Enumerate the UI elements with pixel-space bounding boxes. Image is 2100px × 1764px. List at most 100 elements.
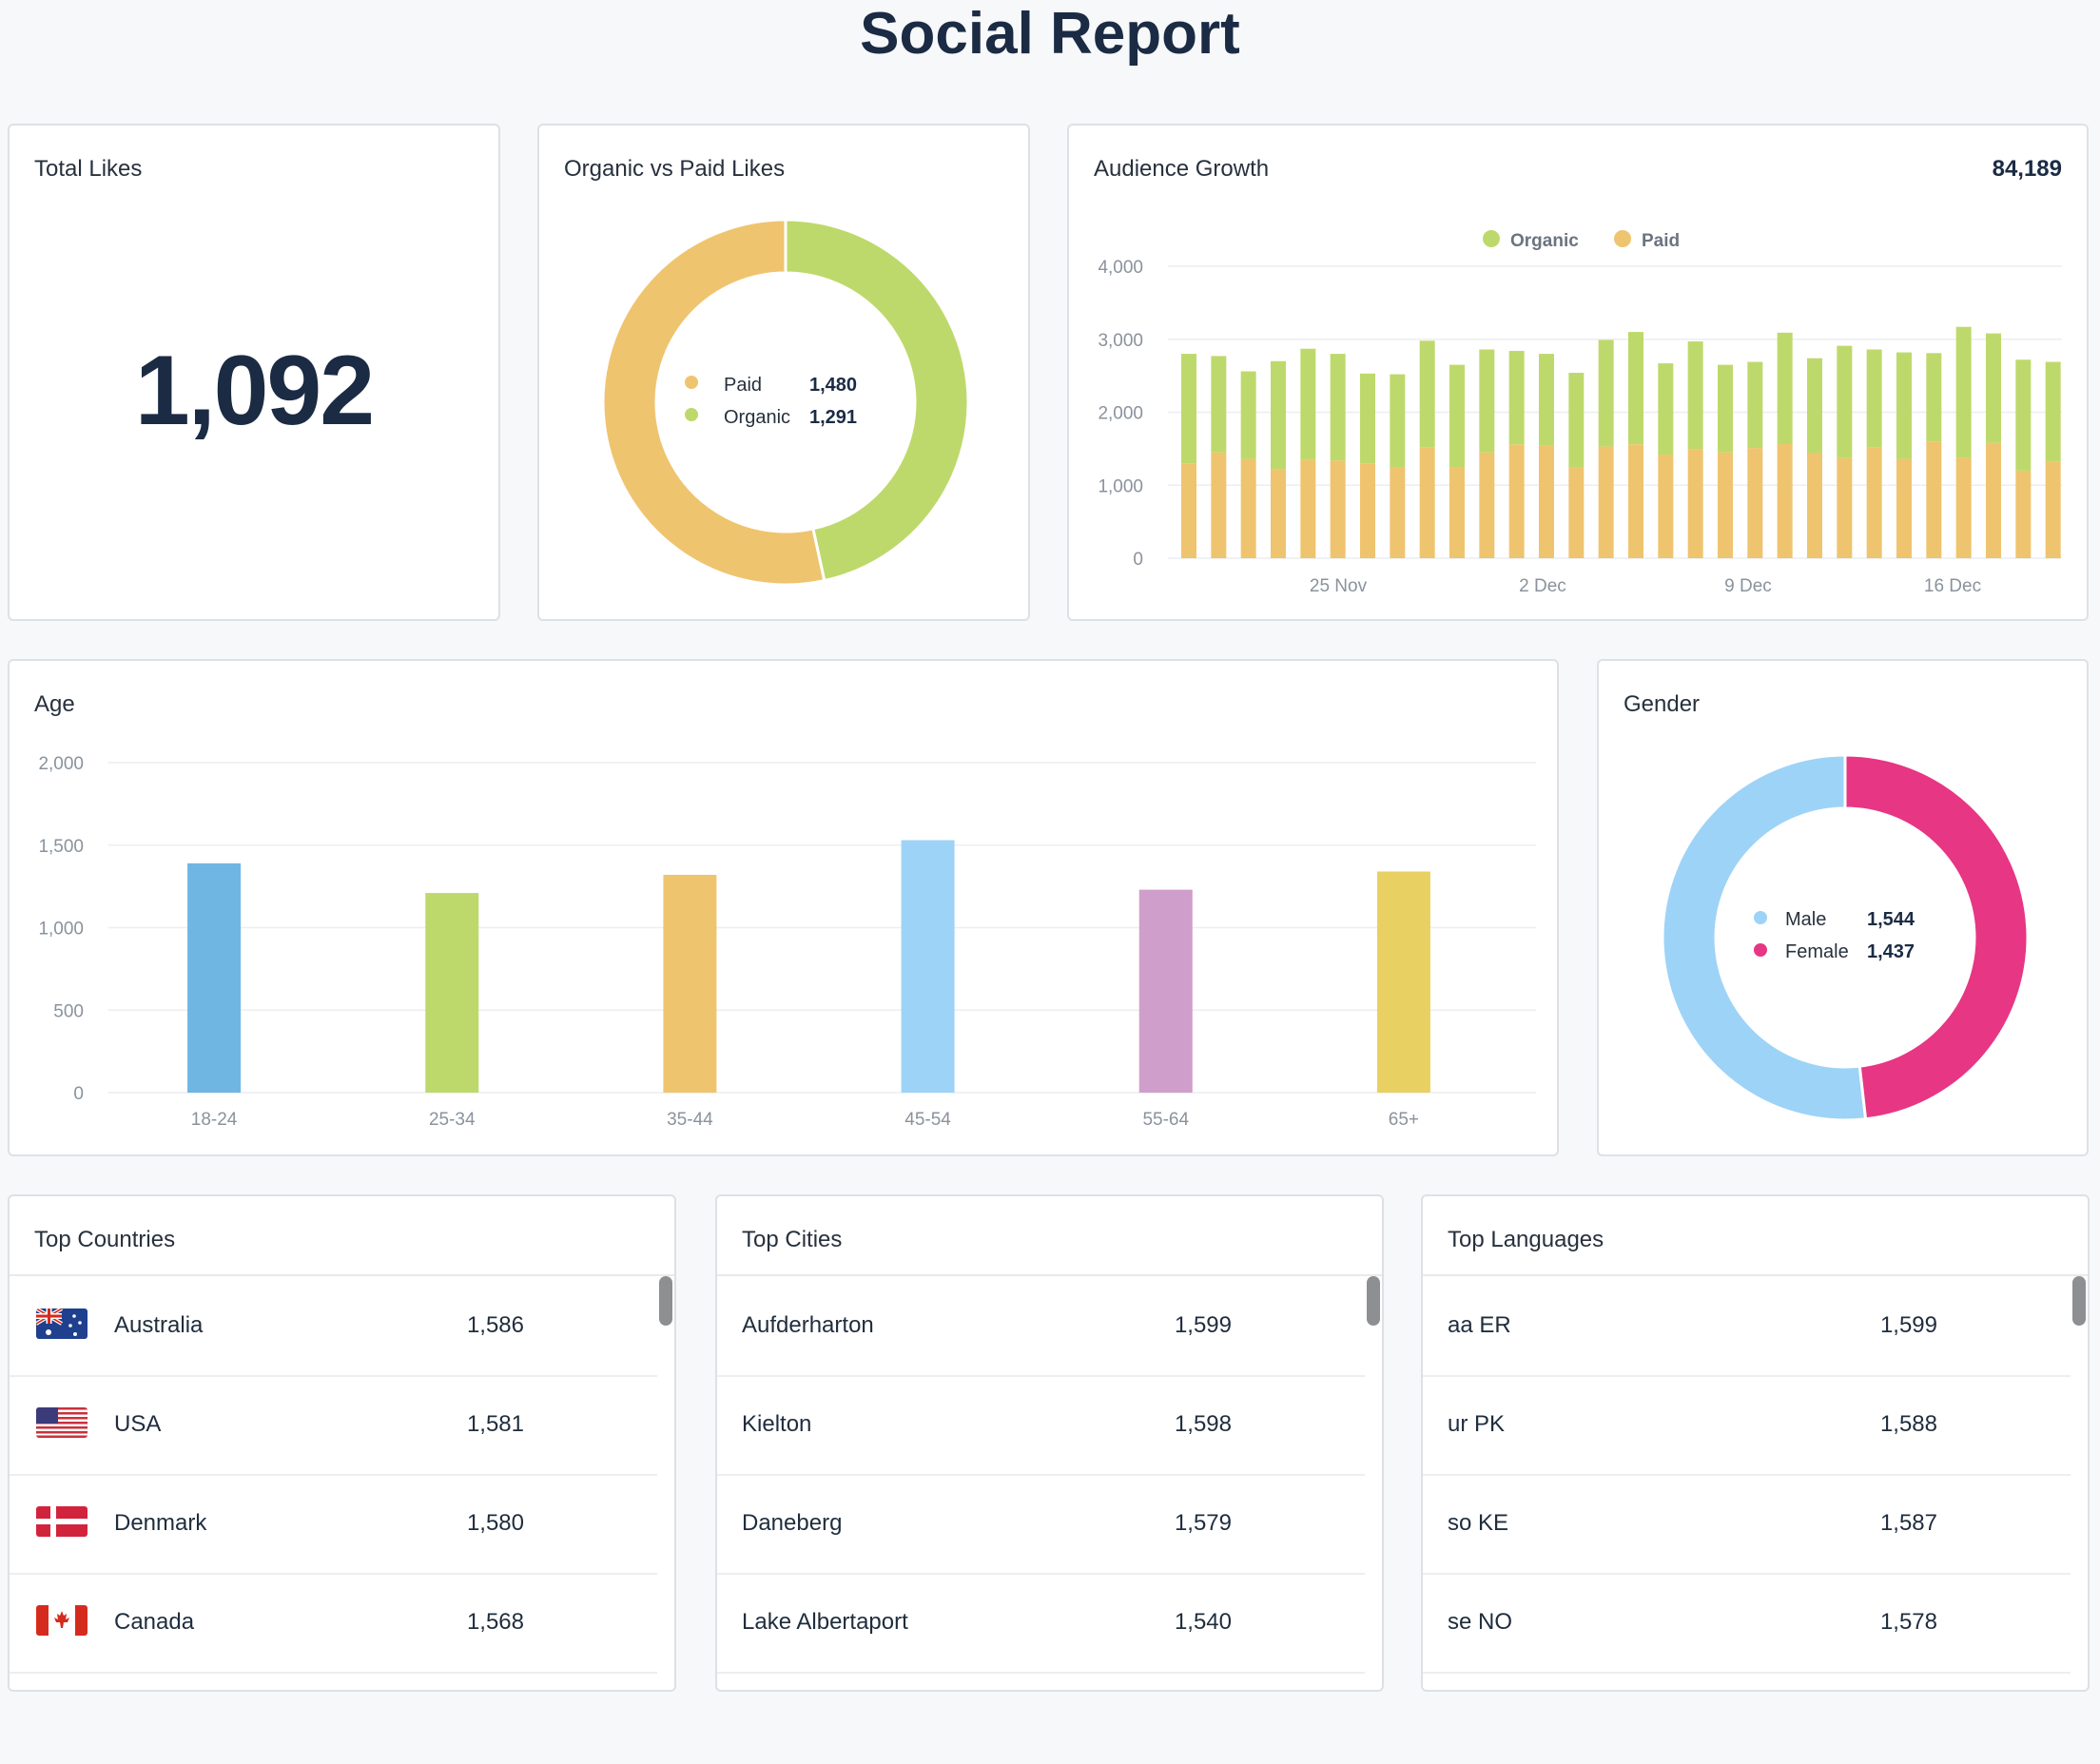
legend-label-paid[interactable]: Paid [1642,231,1680,251]
age-card: Age 2,000 1,500 1,000 500 0 18-24 25-34 35-44 4… [8,659,1559,1156]
top-cities-header: Top Cities [717,1196,1382,1276]
bar-organic[interactable] [2015,359,2032,471]
table-row[interactable]: Denmark 1,580 [10,1474,657,1575]
bar-paid[interactable] [1718,452,1733,558]
x-tick-label: 65+ [1389,1110,1419,1130]
bar-organic[interactable] [1360,373,1375,464]
table-row[interactable]: Aufderharton 1,599 [717,1276,1365,1377]
table-row[interactable]: se NO 1,578 [1423,1573,2071,1674]
bar-paid[interactable] [1986,442,2001,558]
bar-age-25-34[interactable] [425,893,479,1093]
bar-age-65+[interactable] [1376,871,1430,1093]
bar-paid[interactable] [1837,457,1853,558]
bar-organic[interactable] [1271,360,1286,470]
bar-paid[interactable] [1896,458,1912,558]
bar-organic[interactable] [2045,361,2061,462]
age-chart: 2,000 1,500 1,000 500 0 18-24 25-34 35-44 45-54… [38,754,1536,1130]
bar-paid[interactable] [1449,467,1465,558]
gender-slice-male[interactable] [1661,753,1868,1122]
bar-organic[interactable] [1955,326,1972,458]
bar-organic[interactable] [1211,356,1227,453]
bar-organic[interactable] [1539,354,1554,446]
bar-paid[interactable] [2015,470,2032,558]
bar-paid[interactable] [1271,469,1286,558]
bar-paid[interactable] [1747,448,1763,558]
bar-paid[interactable] [1330,460,1346,558]
bar-organic[interactable] [1240,371,1256,459]
bar-paid[interactable] [1181,463,1196,558]
table-row[interactable]: aa ER 1,599 [1423,1276,2071,1377]
table-row[interactable]: Kielton 1,598 [717,1375,1365,1476]
bar-paid[interactable] [1568,467,1585,558]
bar-organic[interactable] [1479,349,1495,453]
bar-organic[interactable] [1896,352,1912,459]
table-row[interactable]: Canada 1,568 [10,1573,657,1674]
language-value: 1,578 [1879,1609,1937,1635]
top-cities-scrollbar[interactable] [1367,1276,1380,1326]
bar-organic[interactable] [1687,341,1703,450]
bar-paid[interactable] [1240,458,1256,558]
bar-organic[interactable] [1628,332,1643,445]
country-value: 1,568 [466,1609,524,1635]
bar-paid[interactable] [2045,461,2061,558]
bar-paid[interactable] [1866,447,1882,558]
australia-flag-icon [36,1308,88,1339]
legend-label-paid: Paid [724,375,762,396]
table-row[interactable]: Australia 1,586 [10,1276,657,1377]
bar-organic[interactable] [1837,345,1853,458]
table-row[interactable]: ur PK 1,588 [1423,1375,2071,1476]
gender-slice-female[interactable] [1843,753,2030,1121]
bar-paid[interactable] [1777,443,1793,558]
bar-organic[interactable] [1390,374,1406,468]
legend-label-organic[interactable]: Organic [1510,231,1579,251]
bar-age-18-24[interactable] [187,863,242,1093]
bar-organic[interactable] [1300,348,1316,460]
table-row[interactable]: USA 1,581 [10,1375,657,1476]
bar-paid[interactable] [1508,444,1525,558]
table-row[interactable]: Daneberg 1,579 [717,1474,1365,1575]
bar-paid[interactable] [1807,453,1822,558]
legend-dot-organic [685,408,698,421]
bar-paid[interactable] [1390,467,1406,558]
organic-paid-slice-organic[interactable] [784,218,970,583]
bar-organic[interactable] [1181,354,1196,464]
bar-paid[interactable] [1539,445,1554,558]
bar-paid[interactable] [1658,455,1674,558]
bar-organic[interactable] [1777,332,1793,444]
bar-organic[interactable] [1986,333,2001,443]
bar-paid[interactable] [1687,449,1703,558]
table-row[interactable]: so KE 1,587 [1423,1474,2071,1575]
bar-organic[interactable] [1718,364,1733,453]
bar-organic[interactable] [1866,349,1882,448]
bar-paid[interactable] [1419,447,1435,558]
bar-paid[interactable] [1479,452,1495,558]
bar-organic[interactable] [1330,354,1346,461]
bar-organic[interactable] [1807,358,1822,454]
bar-paid[interactable] [1300,459,1316,558]
bar-organic[interactable] [1926,353,1942,442]
legend-value-male: 1,544 [1867,909,1915,930]
bar-paid[interactable] [1628,444,1643,558]
audience-growth-title: Audience Growth [1094,156,1270,182]
x-tick-label: 18-24 [191,1110,238,1130]
bar-paid[interactable] [1926,441,1942,558]
bar-age-55-64[interactable] [1138,889,1193,1093]
table-row[interactable]: Lake Albertaport 1,540 [717,1573,1365,1674]
bar-organic[interactable] [1658,363,1674,456]
bar-paid[interactable] [1211,452,1227,558]
bar-paid[interactable] [1955,457,1972,558]
bar-paid[interactable] [1360,463,1375,558]
bar-age-35-44[interactable] [663,874,717,1093]
top-languages-scrollbar[interactable] [2072,1276,2086,1326]
bar-organic[interactable] [1568,373,1585,468]
bar-paid[interactable] [1598,446,1614,558]
bar-age-45-54[interactable] [901,840,955,1093]
bar-organic[interactable] [1419,340,1435,448]
bar-organic[interactable] [1598,339,1614,447]
organic-paid-slice-paid[interactable] [601,218,826,587]
city-name: Lake Albertaport [742,1609,908,1635]
bar-organic[interactable] [1449,364,1465,468]
top-countries-scrollbar[interactable] [659,1276,672,1326]
bar-organic[interactable] [1747,361,1763,449]
bar-organic[interactable] [1508,351,1525,445]
